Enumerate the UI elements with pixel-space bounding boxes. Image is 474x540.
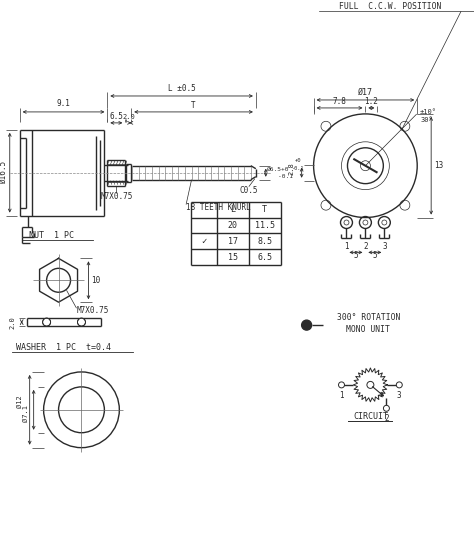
Text: 18 TEETH KNURL: 18 TEETH KNURL (186, 203, 251, 212)
Text: Ø6.5+0: Ø6.5+0 (266, 167, 289, 172)
Text: 11.5: 11.5 (255, 221, 275, 230)
Text: ±10°: ±10° (420, 109, 437, 115)
Text: C0.5: C0.5 (239, 186, 258, 195)
Text: 5: 5 (354, 251, 358, 260)
Text: 1: 1 (339, 392, 344, 400)
Text: 20: 20 (228, 221, 238, 230)
Text: Ø7.1: Ø7.1 (23, 406, 29, 422)
Circle shape (367, 381, 374, 388)
Circle shape (301, 320, 311, 330)
Text: 1: 1 (344, 242, 349, 251)
Circle shape (383, 406, 390, 411)
Text: M7X0.75: M7X0.75 (76, 306, 109, 315)
Text: -0.1: -0.1 (292, 166, 304, 171)
Text: L ±0.5: L ±0.5 (168, 84, 195, 92)
Text: Ø16.5: Ø16.5 (0, 161, 8, 184)
Text: L: L (230, 205, 236, 214)
Text: 300° ROTATION: 300° ROTATION (337, 313, 400, 322)
Text: 10: 10 (91, 276, 100, 285)
Text: 2.0: 2.0 (122, 114, 135, 120)
Circle shape (338, 382, 345, 388)
Text: -0.1: -0.1 (263, 174, 293, 179)
Text: 15: 15 (228, 253, 238, 262)
Text: 6.5: 6.5 (257, 253, 272, 262)
Circle shape (396, 382, 402, 388)
Text: MONO UNIT: MONO UNIT (346, 325, 390, 334)
Text: 9.1: 9.1 (56, 99, 71, 109)
Text: 5: 5 (373, 251, 377, 260)
Text: 1.2: 1.2 (365, 97, 378, 106)
Text: 2: 2 (363, 242, 368, 251)
Circle shape (43, 318, 51, 326)
Text: CIRCUIT: CIRCUIT (353, 412, 388, 421)
Text: FULL  C.C.W. POSITION: FULL C.C.W. POSITION (339, 2, 441, 11)
Circle shape (77, 318, 85, 326)
Text: 2.0: 2.0 (10, 316, 16, 328)
Text: 30°: 30° (420, 117, 433, 123)
Text: 17: 17 (228, 237, 238, 246)
Text: WASHER  1 PC  t=0.4: WASHER 1 PC t=0.4 (16, 342, 111, 352)
Text: Ø17: Ø17 (358, 87, 373, 97)
Text: ✓: ✓ (201, 237, 207, 246)
Text: T: T (191, 102, 196, 111)
Text: 8.5: 8.5 (257, 237, 272, 246)
Text: 2: 2 (384, 414, 389, 423)
Text: 3: 3 (397, 392, 401, 400)
Text: +0: +0 (294, 158, 301, 163)
Text: 13: 13 (435, 161, 444, 170)
Text: 2.8: 2.8 (289, 163, 295, 175)
Text: T: T (262, 205, 267, 214)
Text: M7X0.75: M7X0.75 (100, 192, 133, 201)
Text: 7.8: 7.8 (333, 97, 346, 106)
Text: 3: 3 (382, 242, 387, 251)
Text: Ø12: Ø12 (17, 395, 23, 408)
Text: NUT  1 PC: NUT 1 PC (29, 231, 74, 240)
Text: 6.5: 6.5 (109, 112, 123, 122)
